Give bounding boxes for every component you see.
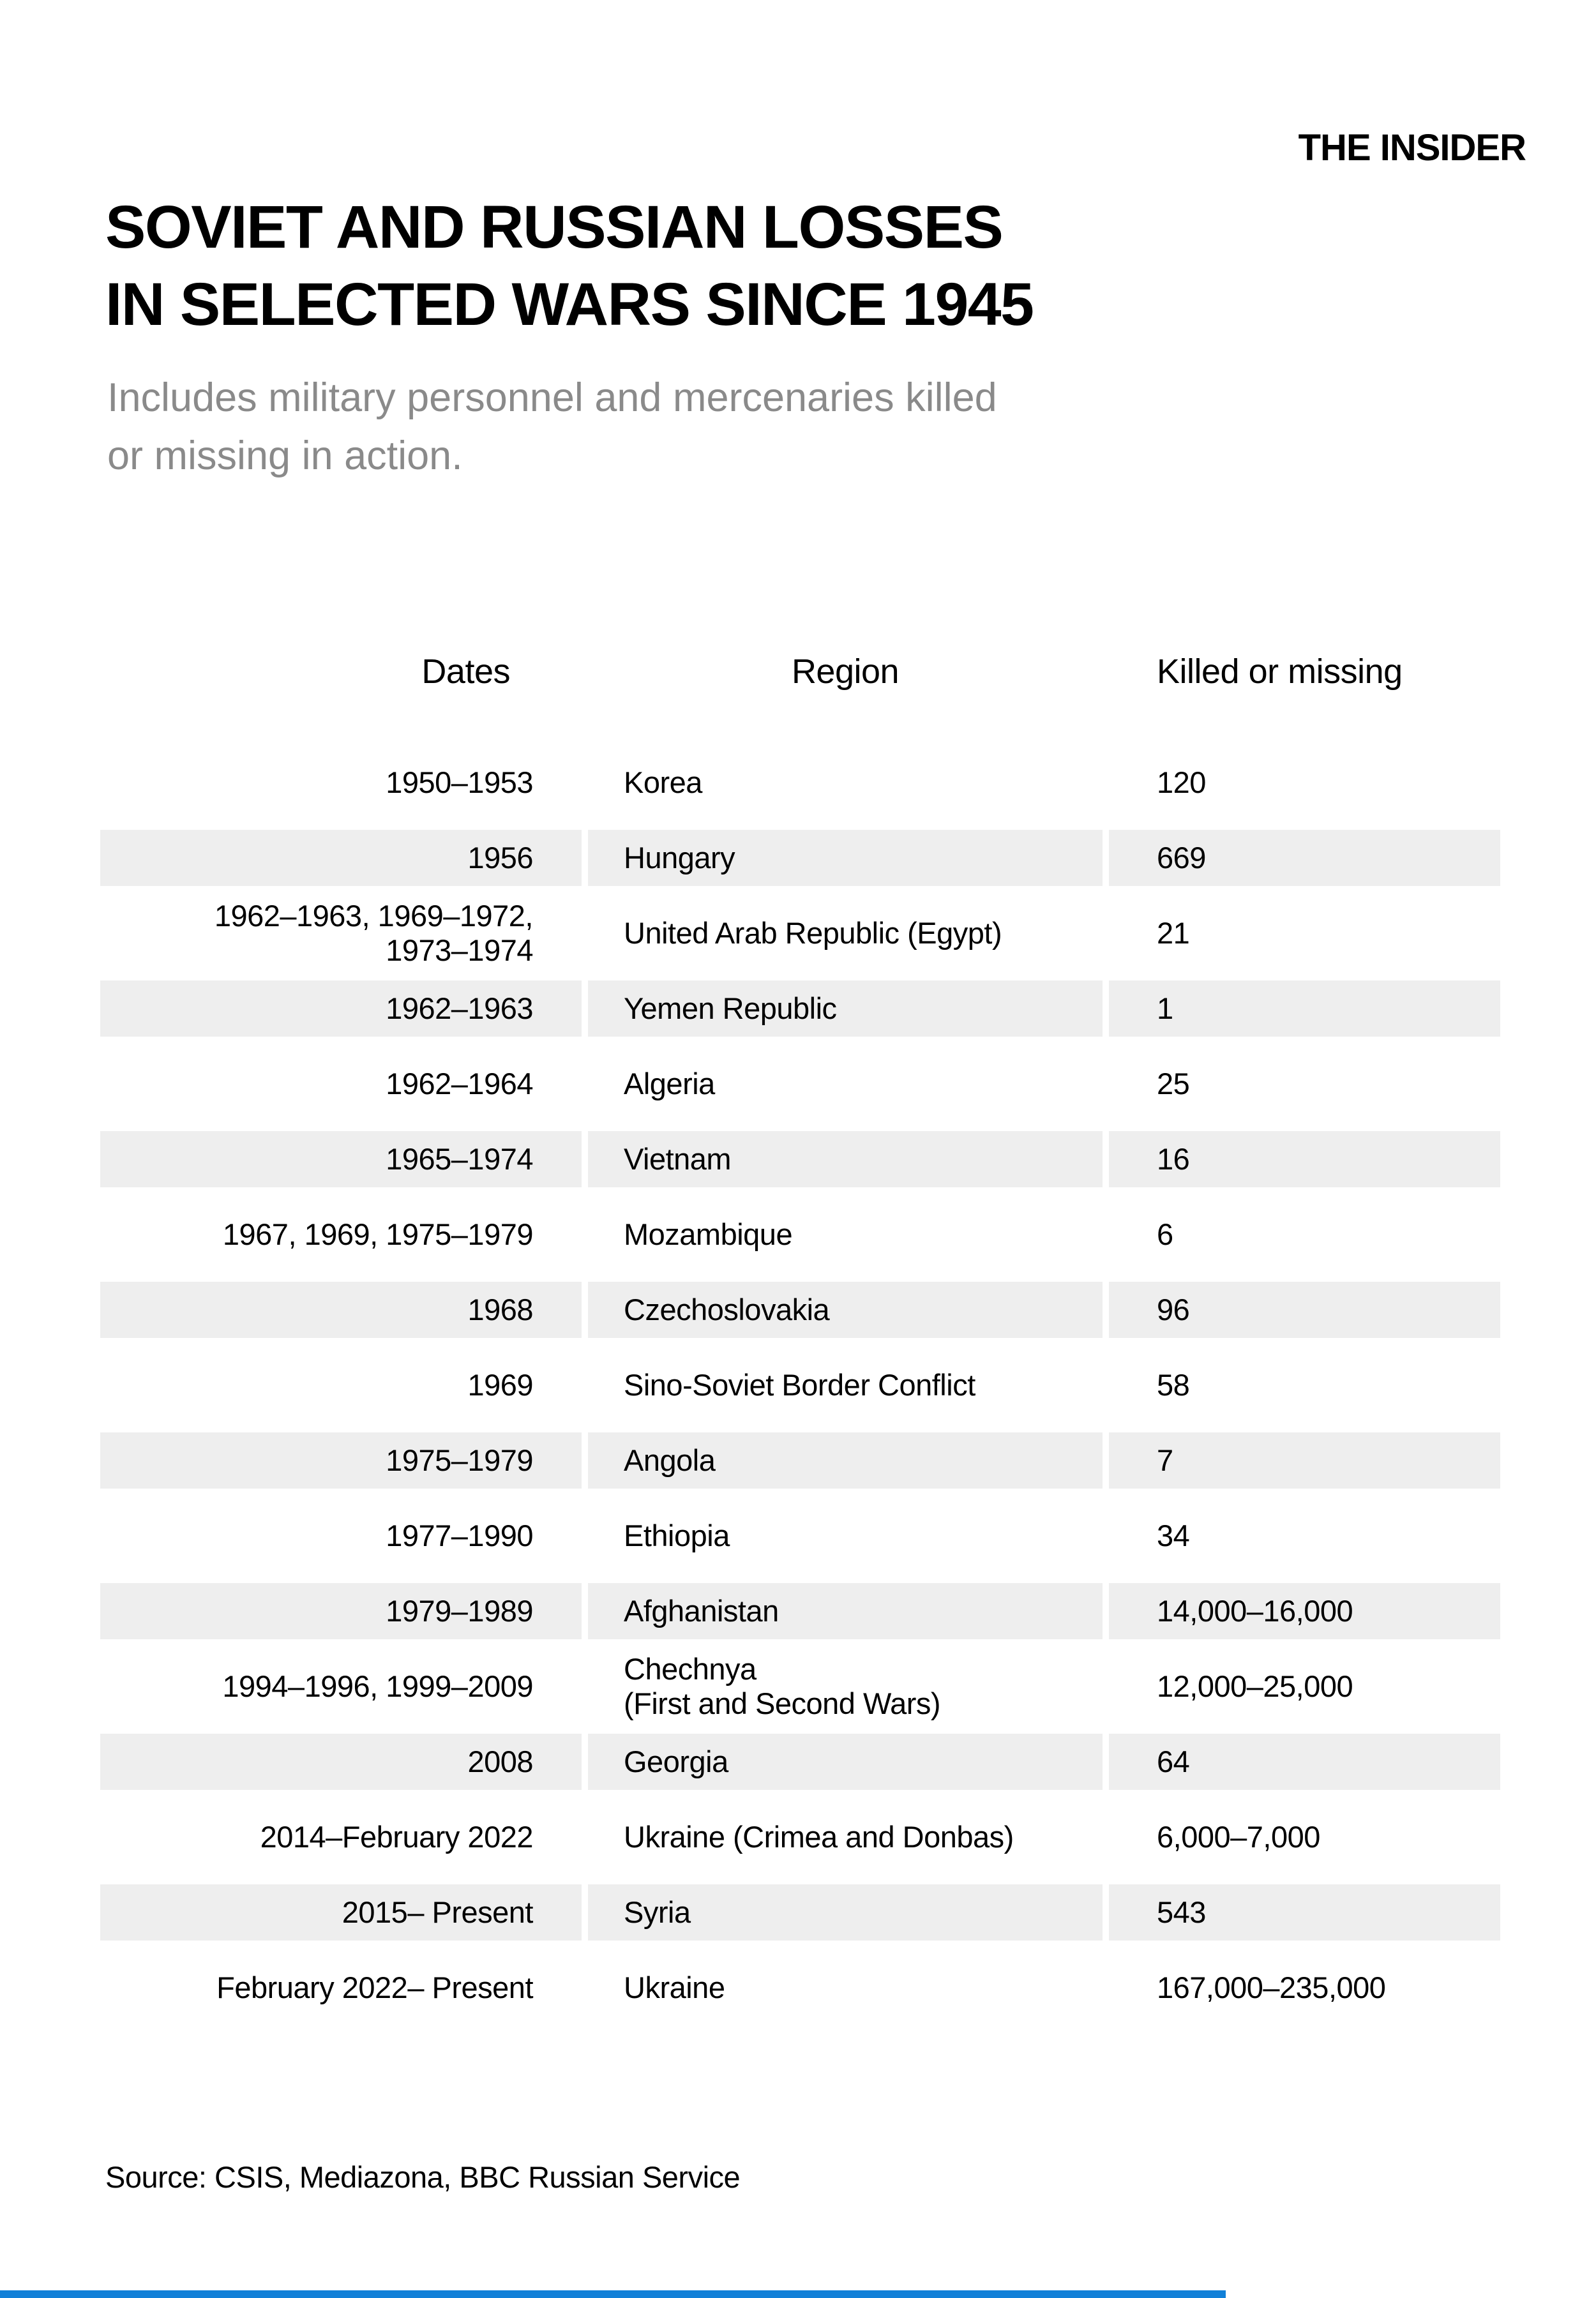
table-header-row: Dates Region Killed or missing (100, 633, 1500, 710)
table-row: 1965–1974 Vietnam 16 (100, 1131, 1500, 1187)
dates-cell: 2014–February 2022 (260, 1820, 534, 1854)
region-cell: Georgia (588, 1734, 1103, 1790)
dates-cell: 1956 (100, 830, 582, 886)
region-cell: Mozambique (624, 1217, 793, 1251)
table-row: 1969 Sino-Soviet Border Conflict 58 (100, 1338, 1500, 1432)
killed-or-missing-cell: 64 (1109, 1734, 1500, 1790)
killed-or-missing-cell: 96 (1109, 1282, 1500, 1338)
dates-cell: 1968 (100, 1282, 582, 1338)
region-cell: Ethiopia (624, 1519, 730, 1552)
page-title: SOVIET AND RUSSIAN LOSSES IN SELECTED WA… (105, 193, 1034, 338)
table-row: 1962–1964 Algeria 25 (100, 1037, 1500, 1131)
killed-or-missing-cell: 669 (1109, 830, 1500, 886)
region-cell: Ukraine (624, 1971, 725, 2004)
dates-cell: February 2022– Present (216, 1971, 533, 2004)
region-cell: Angola (588, 1432, 1103, 1489)
table-row: 1979–1989 Afghanistan 14,000–16,000 (100, 1583, 1500, 1639)
killed-or-missing-cell: 16 (1109, 1131, 1500, 1187)
killed-or-missing-cell: 6,000–7,000 (1157, 1820, 1320, 1854)
dates-cell: 1975–1979 (100, 1432, 582, 1489)
region-cell: Syria (588, 1884, 1103, 1941)
dates-cell: 1977–1990 (386, 1519, 533, 1552)
dates-cell: 1979–1989 (100, 1583, 582, 1639)
killed-or-missing-cell: 7 (1109, 1432, 1500, 1489)
source-note: Source: CSIS, Mediazona, BBC Russian Ser… (105, 2160, 741, 2194)
column-header-killed-or-missing: Killed or missing (1157, 652, 1403, 691)
table-row: 1962–1963, 1969–1972, 1973–1974 United Ar… (100, 886, 1500, 980)
region-cell: Chechnya (First and Second Wars) (624, 1652, 941, 1720)
killed-or-missing-cell: 58 (1157, 1368, 1190, 1402)
region-cell: Ukraine (Crimea and Donbas) (624, 1820, 1014, 1854)
killed-or-missing-cell: 1 (1109, 980, 1500, 1037)
table-row: 1977–1990 Ethiopia 34 (100, 1489, 1500, 1583)
killed-or-missing-cell: 25 (1157, 1067, 1190, 1100)
column-header-dates: Dates (421, 652, 510, 691)
table-row: 2015– Present Syria 543 (100, 1884, 1500, 1941)
killed-or-missing-cell: 120 (1157, 765, 1206, 799)
killed-or-missing-cell: 21 (1157, 916, 1190, 950)
region-cell: Hungary (588, 830, 1103, 886)
dates-cell: 2008 (100, 1734, 582, 1790)
region-cell: Korea (624, 765, 702, 799)
region-cell: Czechoslovakia (588, 1282, 1103, 1338)
losses-table: Dates Region Killed or missing 1950–1953… (94, 633, 1507, 2035)
region-cell: Afghanistan (588, 1583, 1103, 1639)
region-cell: United Arab Republic (Egypt) (624, 916, 1002, 950)
dates-cell: 1965–1974 (100, 1131, 582, 1187)
dates-cell: 2015– Present (100, 1884, 582, 1941)
killed-or-missing-cell: 12,000–25,000 (1157, 1669, 1353, 1703)
table-row: 1975–1979 Angola 7 (100, 1432, 1500, 1489)
column-header-region: Region (791, 652, 900, 691)
dates-cell: 1962–1963, 1969–1972, 1973–1974 (214, 899, 534, 967)
region-cell: Yemen Republic (588, 980, 1103, 1037)
table-row: 1950–1953 Korea 120 (100, 735, 1500, 830)
killed-or-missing-cell: 34 (1157, 1519, 1190, 1552)
bottom-accent-bar (0, 2290, 1226, 2298)
page-subtitle: Includes military personnel and mercenar… (107, 375, 997, 478)
table-row: 1994–1996, 1999–2009 Chechnya (First and … (100, 1639, 1500, 1734)
killed-or-missing-cell: 6 (1157, 1217, 1173, 1251)
region-cell: Sino-Soviet Border Conflict (624, 1368, 975, 1402)
the-insider-logo: THE INSIDER (1298, 127, 1526, 169)
dates-cell: 1962–1964 (386, 1067, 533, 1100)
dates-cell: 1950–1953 (386, 765, 533, 799)
table-row: 1962–1963 Yemen Republic 1 (100, 980, 1500, 1037)
killed-or-missing-cell: 14,000–16,000 (1109, 1583, 1500, 1639)
table-row: 1967, 1969, 1975–1979 Mozambique 6 (100, 1187, 1500, 1282)
table-row: 1968 Czechoslovakia 96 (100, 1282, 1500, 1338)
losses-table-container: Dates Region Killed or missing 1950–1953… (94, 633, 1507, 2035)
region-cell: Vietnam (588, 1131, 1103, 1187)
table-row: February 2022– Present Ukraine 167,000–235… (100, 1941, 1500, 2035)
dates-cell: 1967, 1969, 1975–1979 (222, 1217, 534, 1251)
table-row: 1956 Hungary 669 (100, 830, 1500, 886)
dates-cell: 1969 (467, 1368, 533, 1402)
table-body: 1950–1953 Korea 120 1956 Hungary 669 1962–1963… (100, 710, 1500, 2035)
killed-or-missing-cell: 543 (1109, 1884, 1500, 1941)
region-cell: Algeria (624, 1067, 715, 1100)
dates-cell: 1994–1996, 1999–2009 (222, 1669, 533, 1703)
killed-or-missing-cell: 167,000–235,000 (1157, 1971, 1386, 2004)
table-row: 2008 Georgia 64 (100, 1734, 1500, 1790)
dates-cell: 1962–1963 (100, 980, 582, 1037)
table-row: 2014–February 2022 Ukraine (Crimea and Do… (100, 1790, 1500, 1884)
